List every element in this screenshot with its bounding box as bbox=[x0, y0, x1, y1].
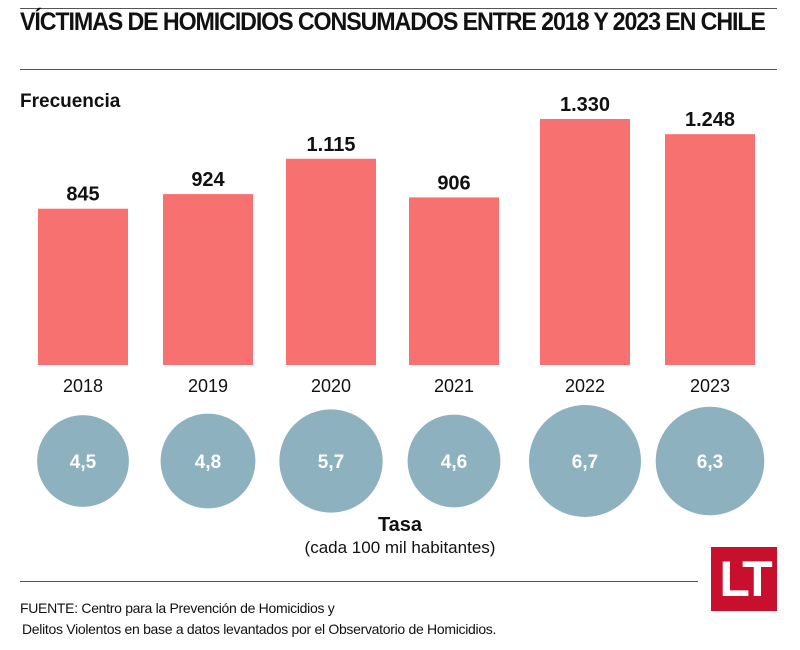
bar-2022 bbox=[540, 119, 630, 365]
rate-bubble-2020 bbox=[279, 409, 383, 513]
rate-title: Tasa bbox=[377, 514, 423, 536]
x-tick-label: 2020 bbox=[311, 376, 351, 396]
x-tick-label: 2018 bbox=[63, 376, 103, 396]
bar-value-label: 906 bbox=[437, 172, 470, 194]
la-tercera-logo: LT bbox=[711, 547, 777, 611]
chart-area: 845 2018 924 2019 1.115 2020 906 2021 1.330 2022 1… bbox=[37, 94, 765, 517]
bar-2019 bbox=[163, 194, 253, 365]
rate-value-label: 4,5 bbox=[70, 452, 97, 473]
y-axis-label: Frecuencia bbox=[20, 91, 121, 112]
bar-value-label: 1.248 bbox=[685, 109, 735, 131]
chart-title: VÍCTIMAS DE HOMICIDIOS CONSUMADOS ENTRE … bbox=[20, 8, 766, 36]
rate-subtitle: (cada 100 mil habitantes) bbox=[304, 538, 496, 557]
rate-value-label: 4,6 bbox=[441, 452, 467, 473]
footer-rule bbox=[20, 581, 698, 582]
bar-2020 bbox=[286, 158, 376, 365]
bar-2021 bbox=[409, 197, 499, 365]
source-line-2: Delitos Violentos en base a datos levant… bbox=[22, 621, 497, 637]
rate-bubble-2022 bbox=[529, 405, 641, 517]
x-tick-label: 2019 bbox=[188, 376, 228, 396]
rate-bubble-2023 bbox=[655, 406, 765, 516]
title-rule bbox=[20, 69, 777, 70]
x-tick-label: 2021 bbox=[434, 376, 474, 396]
bar-value-label: 1.330 bbox=[560, 94, 610, 116]
rate-bubble-2021 bbox=[407, 414, 501, 508]
bar-value-label: 924 bbox=[191, 169, 225, 191]
rate-value-label: 5,7 bbox=[318, 452, 344, 473]
bar-value-label: 1.115 bbox=[307, 134, 356, 156]
rate-bubble-2018 bbox=[37, 415, 129, 507]
x-tick-label: 2023 bbox=[690, 376, 730, 396]
bar-2018 bbox=[38, 208, 128, 365]
rate-value-label: 4,8 bbox=[195, 452, 221, 473]
x-tick-label: 2022 bbox=[565, 376, 605, 396]
source-line-1: FUENTE: Centro para la Prevención de Hom… bbox=[20, 600, 335, 616]
top-rule bbox=[20, 8, 777, 9]
rate-value-label: 6,7 bbox=[572, 452, 598, 473]
bar-value-label: 845 bbox=[66, 184, 99, 206]
rate-bubble-2019 bbox=[160, 413, 256, 509]
rate-value-label: 6,3 bbox=[697, 452, 723, 473]
bar-2023 bbox=[665, 134, 755, 365]
